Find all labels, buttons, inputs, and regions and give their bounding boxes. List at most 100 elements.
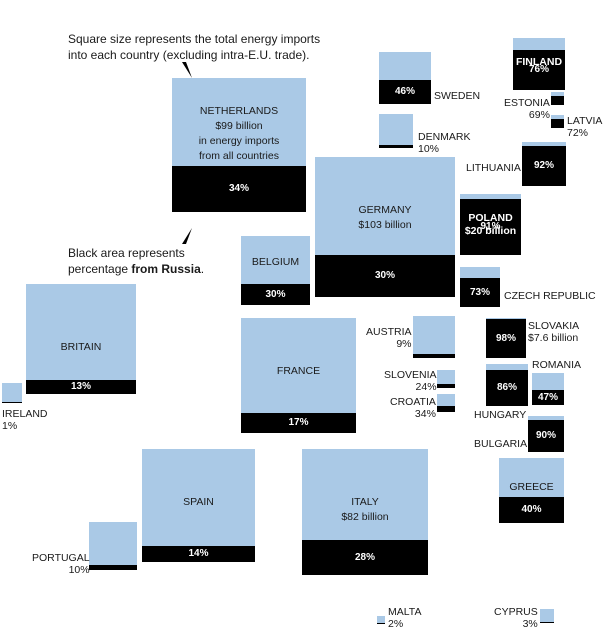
square-croatia: [437, 394, 455, 412]
square-france: 17% FRANCE: [241, 318, 356, 433]
russia-share-austria: [413, 354, 455, 358]
country-name-germany: GERMANY: [358, 204, 412, 216]
country-name-france: FRANCE: [276, 365, 321, 377]
pct-label-belgium: 30%: [265, 288, 286, 300]
size-note-line2: into each country (excluding intra-E.U. …: [68, 48, 310, 62]
black-note: Black area represents percentage from Ru…: [68, 245, 258, 277]
pct-label-cyprus: 3%: [522, 618, 538, 630]
country-name-belgium: BELGIUM: [251, 256, 300, 268]
country-name-bulgaria: BULGARIA: [474, 438, 528, 450]
country-name-lithuania: LITHUANIA: [466, 162, 521, 174]
pct-label-hungary: 86%: [496, 382, 517, 393]
black-note-line2a: percentage: [68, 262, 132, 276]
russia-share-cyprus: [540, 622, 554, 623]
country-value-label-italy: $82 billion: [341, 511, 389, 523]
square-finland: 76% FINLAND: [513, 38, 565, 90]
russia-share-sweden: [379, 80, 431, 104]
country-label-romania: ROMANIA: [532, 359, 581, 371]
country-name-hungary: HUNGARY: [474, 409, 527, 421]
country-name-poland: POLAND: [468, 212, 513, 224]
square-austria: [413, 316, 455, 358]
square-poland: 91% POLAND $20 billion: [460, 194, 521, 255]
country-name-malta: MALTA: [388, 606, 422, 618]
russia-share-denmark: [379, 145, 413, 148]
size-note-pointer: [182, 62, 192, 78]
country-label-slovakia: SLOVAKIA $7.6 billion: [528, 320, 579, 344]
square-latvia: [551, 115, 564, 128]
pct-label-netherlands: 34%: [228, 183, 249, 194]
pct-label-slovakia: 98%: [495, 332, 516, 344]
country-label-hungary: HUNGARY: [474, 409, 526, 421]
country-name-portugal: PORTUGAL: [32, 552, 90, 564]
country-name-netherlands: NETHERLANDS: [199, 105, 279, 117]
pct-label-lithuania: 92%: [533, 160, 554, 171]
country-name-greece: GREECE: [509, 481, 554, 493]
country-label-finland: FINLAND: [513, 56, 565, 69]
square-slovakia: 98%: [486, 318, 526, 358]
russia-share-czech: [460, 278, 500, 307]
square-denmark: [379, 114, 413, 148]
square-belgium: 30% BELGIUM: [241, 236, 310, 305]
square-estonia: [551, 92, 564, 105]
country-name-croatia: CROATIA: [390, 396, 436, 408]
country-extra-line1-netherlands: in energy imports: [198, 135, 280, 147]
pct-label-malta: 2%: [388, 618, 404, 630]
pct-label-germany: 30%: [374, 270, 395, 281]
country-name-italy: ITALY: [351, 496, 379, 508]
country-label-malta: MALTA 2%: [388, 606, 421, 630]
size-note: Square size represents the total energy …: [68, 31, 358, 63]
country-value-label-netherlands: $99 billion: [215, 120, 263, 132]
pct-label-sweden: 46%: [394, 86, 415, 97]
country-name-czech: CZECH REPUBLIC: [504, 290, 596, 302]
russia-share-germany: [315, 255, 455, 297]
square-cyprus: [540, 609, 554, 623]
country-name-denmark: DENMARK: [418, 131, 471, 143]
country-name-spain: SPAIN: [183, 496, 214, 508]
russia-share-slovakia: [486, 319, 526, 358]
russia-share-portugal: [89, 565, 137, 570]
russia-share-malta: [377, 623, 385, 624]
pct-label-croatia: 34%: [414, 408, 436, 420]
pct-label-france: 17%: [288, 417, 309, 428]
country-name-sweden: SWEDEN: [434, 90, 481, 102]
black-note-pointer: [182, 228, 192, 244]
russia-share-ireland: [2, 402, 22, 403]
square-germany: 30% GERMANY $103 billion: [315, 157, 455, 297]
country-value-label-poland: $20 billion: [464, 225, 517, 237]
pct-label-portugal: 10%: [68, 564, 90, 576]
country-label-france: FRANCE: [241, 364, 356, 379]
country-name-finland: FINLAND: [515, 56, 563, 68]
pct-label-greece: 40%: [521, 504, 542, 515]
pct-label-estonia: 69%: [528, 109, 550, 121]
black-note-line2b: from Russia: [131, 262, 201, 276]
square-britain: 13% BRITAIN: [26, 284, 136, 394]
pct-label-czech: 73%: [469, 286, 490, 298]
pct-label-ireland: 1%: [2, 420, 18, 432]
country-value-label-germany: $103 billion: [358, 219, 412, 231]
square-portugal: [89, 522, 137, 570]
russia-share-latvia: [551, 119, 564, 128]
square-ireland: [2, 383, 22, 403]
pct-label-austria: 9%: [396, 338, 412, 350]
country-label-estonia: ESTONIA 69%: [504, 97, 550, 121]
pct-label-slovenia: 24%: [415, 381, 437, 393]
country-label-germany: GERMANY $103 billion: [315, 203, 455, 233]
country-label-ireland: IRELAND 1%: [2, 408, 48, 432]
square-sweden: 46%: [379, 52, 431, 104]
pct-label-spain: 14%: [188, 548, 209, 559]
country-name-cyprus: CYPRUS: [494, 606, 538, 618]
country-name-romania: ROMANIA: [532, 359, 582, 371]
pct-label-romania: 47%: [537, 391, 558, 403]
country-label-netherlands: NETHERLANDS $99 billion in energy imports f…: [172, 104, 306, 164]
country-name-estonia: ESTONIA: [504, 97, 550, 109]
country-label-croatia: CROATIA 34%: [390, 396, 436, 420]
country-name-ireland: IRELAND: [2, 408, 48, 420]
russia-share-netherlands: [172, 166, 306, 212]
russia-share-france: [241, 413, 356, 433]
country-name-slovakia: SLOVAKIA: [528, 320, 580, 332]
pct-label-italy: 28%: [354, 551, 375, 563]
country-name-slovenia: SLOVENIA: [384, 369, 437, 381]
country-label-denmark: DENMARK 10%: [418, 131, 471, 155]
country-name-austria: AUSTRIA: [366, 326, 412, 338]
